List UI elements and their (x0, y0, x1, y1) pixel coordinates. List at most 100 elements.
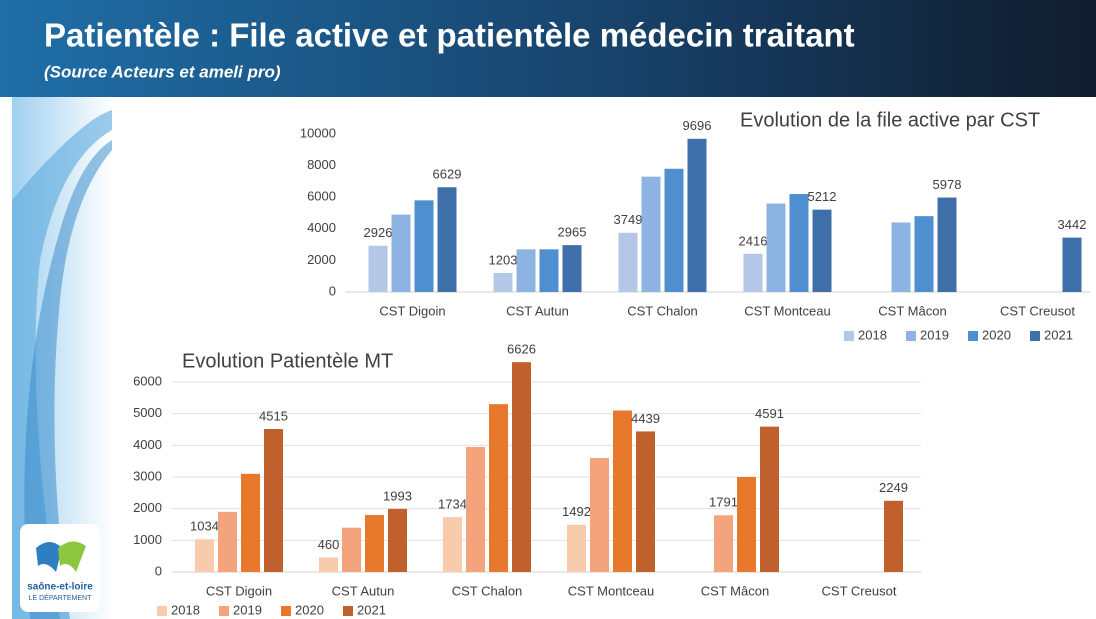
x-tick-label: CST Creusot (1000, 303, 1075, 318)
swoosh (24, 140, 112, 619)
bar (937, 197, 957, 292)
legend-label: 2019 (233, 602, 262, 617)
data-label: 2249 (879, 480, 908, 495)
data-label: 2965 (558, 225, 587, 240)
legend-label: 2021 (1044, 327, 1073, 342)
y-tick-label: 4000 (133, 437, 162, 452)
x-tick-label: CST Montceau (568, 583, 654, 598)
legend-label: 2020 (982, 327, 1011, 342)
legend-swatch (1030, 331, 1040, 341)
header-band (0, 0, 1096, 97)
slide-title: Patientèle : File active et patientèle m… (44, 17, 855, 54)
y-tick-label: 1000 (133, 532, 162, 547)
bar (743, 253, 763, 292)
legend-label: 2020 (295, 602, 324, 617)
logo-tagline: LE DÉPARTEMENT (29, 593, 92, 602)
bar (218, 511, 237, 572)
bar (195, 539, 214, 572)
y-tick-label: 0 (329, 283, 336, 298)
data-label: 2416 (739, 233, 768, 248)
legend-swatch (157, 606, 167, 616)
data-label: 5212 (808, 189, 837, 204)
data-label: 4439 (631, 411, 660, 426)
y-tick-label: 0 (155, 563, 162, 578)
bar (812, 209, 832, 292)
y-tick-label: 5000 (133, 405, 162, 420)
data-label: 3749 (614, 212, 643, 227)
bar (512, 362, 531, 572)
data-label: 1734 (438, 497, 467, 512)
bar (884, 500, 903, 572)
bar (618, 232, 638, 292)
legend-swatch (343, 606, 353, 616)
y-tick-label: 8000 (307, 157, 336, 172)
data-label: 4515 (259, 408, 288, 423)
bar (636, 431, 655, 572)
data-label: 2926 (364, 225, 393, 240)
slide-subtitle: (Source Acteurs et ameli pro) (44, 62, 281, 81)
bar (539, 249, 559, 292)
x-tick-label: CST Digoin (206, 583, 272, 598)
y-tick-label: 2000 (307, 252, 336, 267)
y-tick-label: 6000 (133, 373, 162, 388)
x-tick-label: CST Mâcon (878, 303, 946, 318)
logo-mark (36, 542, 62, 572)
legend-swatch (281, 606, 291, 616)
bar (891, 222, 911, 292)
legend-swatch (968, 331, 978, 341)
bar (641, 176, 661, 292)
bar (391, 214, 411, 292)
bar (664, 168, 684, 292)
bar (443, 517, 462, 572)
data-label: 3442 (1058, 217, 1087, 232)
bar (789, 194, 809, 292)
bar (493, 272, 513, 292)
chart-title: Evolution de la file active par CST (740, 109, 1040, 131)
bar (489, 404, 508, 572)
x-tick-label: CST Creusot (822, 583, 897, 598)
bar (737, 477, 756, 572)
bar (613, 410, 632, 572)
data-label: 4591 (755, 406, 784, 421)
data-label: 1492 (562, 504, 591, 519)
bar (264, 429, 283, 572)
bar (567, 524, 586, 572)
legend-swatch (219, 606, 229, 616)
bar (914, 216, 934, 292)
bar (766, 203, 786, 292)
x-tick-label: CST Chalon (452, 583, 523, 598)
bar (437, 187, 457, 292)
bar (466, 446, 485, 572)
bar (319, 557, 338, 572)
legend-label: 2019 (920, 327, 949, 342)
y-tick-label: 2000 (133, 500, 162, 515)
bar (1062, 237, 1082, 292)
x-tick-label: CST Montceau (744, 303, 830, 318)
data-label: 9696 (683, 118, 712, 133)
y-tick-label: 10000 (300, 125, 336, 140)
bar (714, 515, 733, 572)
logo-mark (58, 541, 86, 572)
data-label: 1993 (383, 488, 412, 503)
bar (687, 138, 707, 292)
data-label: 1034 (190, 519, 219, 534)
legend-label: 2018 (171, 602, 200, 617)
bar (388, 508, 407, 572)
logo-name: saône-et-loire (27, 582, 93, 593)
data-label: 6629 (433, 167, 462, 182)
bar (368, 245, 388, 292)
bar (241, 473, 260, 572)
legend-label: 2018 (858, 327, 887, 342)
legend-label: 2021 (357, 602, 386, 617)
y-tick-label: 6000 (307, 189, 336, 204)
x-tick-label: CST Autun (332, 583, 395, 598)
data-label: 5978 (933, 177, 962, 192)
x-tick-label: CST Mâcon (701, 583, 769, 598)
legend-swatch (906, 331, 916, 341)
bar (562, 245, 582, 292)
y-tick-label: 4000 (307, 220, 336, 235)
data-label: 460 (318, 537, 340, 552)
bar (365, 515, 384, 572)
bar (590, 458, 609, 572)
